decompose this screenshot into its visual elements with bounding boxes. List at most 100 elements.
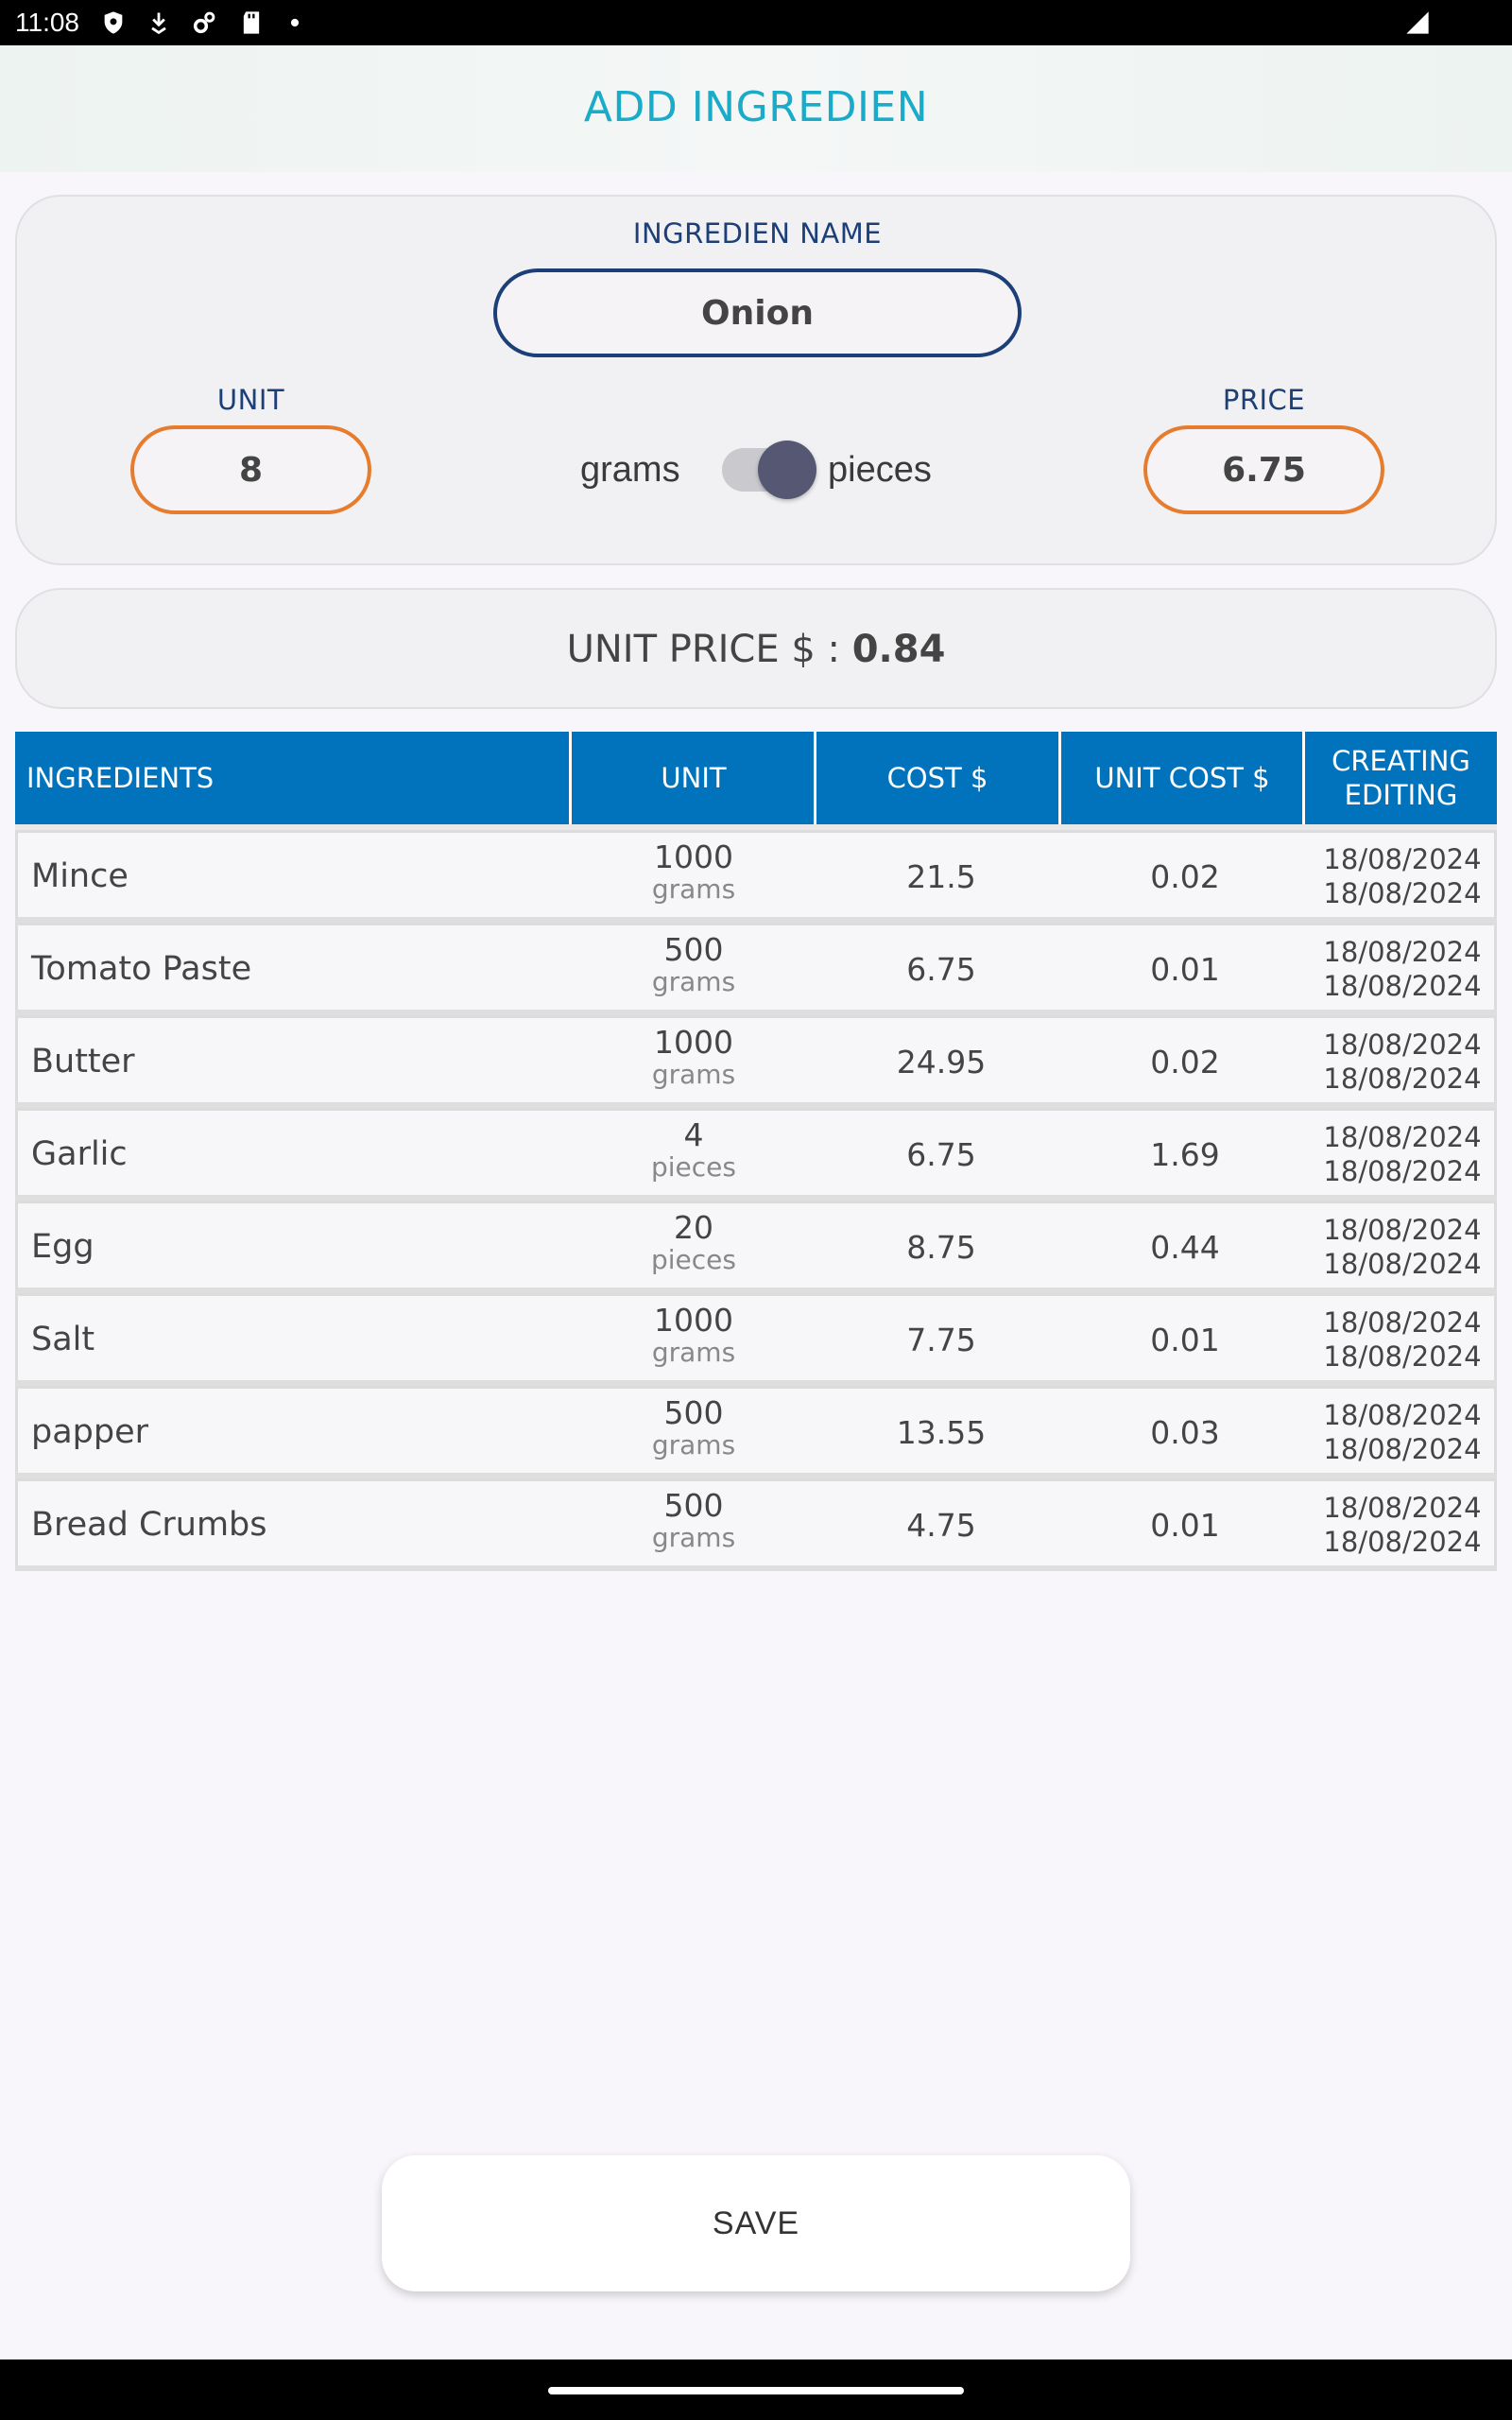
unit-price-display: UNIT PRICE $ : 0.84 xyxy=(17,628,1495,671)
column-header-ingredients: INGREDIENTS xyxy=(26,762,215,794)
column-divider xyxy=(569,732,572,824)
edited-date: 18/08/2024 xyxy=(1323,877,1482,909)
unit-quantity: 1000 xyxy=(654,838,733,875)
table-row[interactable]: Egg 20 pieces 8.75 0.44 18/08/2024 18/08/2024 xyxy=(15,1201,1497,1288)
cost-cell: 24.95 xyxy=(896,1043,987,1080)
unit-cost-cell: 0.01 xyxy=(1150,1506,1220,1544)
row-divider xyxy=(15,1010,1497,1015)
unit-price-value: 0.84 xyxy=(851,628,946,671)
save-button[interactable]: SAVE xyxy=(382,2155,1130,2291)
row-divider xyxy=(15,1565,1497,1571)
table-row[interactable]: Salt 1000 grams 7.75 0.01 18/08/2024 18/08/202… xyxy=(15,1293,1497,1380)
ingredient-name-cell: Garlic xyxy=(31,1135,128,1173)
column-header-editing: EDITING xyxy=(1344,779,1458,811)
column-header-cost: COST $ xyxy=(886,762,988,794)
unit-cell: 500 grams xyxy=(571,1489,816,1553)
dates-cell: 18/08/2024 18/08/2024 xyxy=(1314,1398,1490,1466)
unit-cell: 20 pieces xyxy=(571,1211,816,1275)
dot-icon xyxy=(282,9,308,36)
edited-date: 18/08/2024 xyxy=(1323,1063,1482,1095)
unit-price-card: UNIT PRICE $ : 0.84 xyxy=(15,588,1497,709)
table-row[interactable]: papper 500 grams 13.55 0.03 18/08/2024 18/08/2… xyxy=(15,1386,1497,1473)
unit-measure: grams xyxy=(651,1429,736,1461)
table-row[interactable]: Garlic 4 pieces 6.75 1.69 18/08/2024 18/08/202… xyxy=(15,1108,1497,1195)
unit-quantity: 20 xyxy=(674,1209,713,1246)
table-row[interactable]: Mince 1000 grams 21.5 0.02 18/08/2024 18/08/20… xyxy=(15,830,1497,917)
unit-quantity: 500 xyxy=(663,931,724,968)
app-header: ADD INGREDIEN xyxy=(0,45,1512,172)
unit-cost-cell: 0.02 xyxy=(1150,1043,1220,1080)
signal-icon xyxy=(1404,9,1431,36)
unit-cost-cell: 1.69 xyxy=(1150,1135,1220,1173)
unit-quantity: 1000 xyxy=(654,1302,733,1339)
table-row[interactable]: Bread Crumbs 500 grams 4.75 0.01 18/08/2024 18… xyxy=(15,1478,1497,1565)
download-icon xyxy=(146,9,172,36)
edited-date: 18/08/2024 xyxy=(1323,1155,1482,1187)
created-date: 18/08/2024 xyxy=(1323,843,1482,875)
home-gesture-handle[interactable] xyxy=(548,2387,964,2394)
column-header-dates: CREATING EDITING xyxy=(1305,732,1497,824)
unit-cost-cell: 0.02 xyxy=(1150,857,1220,895)
created-date: 18/08/2024 xyxy=(1323,1399,1482,1431)
unit-cell: 1000 grams xyxy=(571,1304,816,1368)
ingredient-name-input[interactable] xyxy=(493,268,1022,357)
price-input[interactable] xyxy=(1143,425,1384,514)
unit-cell: 1000 grams xyxy=(571,1026,816,1090)
cost-cell: 4.75 xyxy=(906,1506,976,1544)
unit-quantity: 4 xyxy=(683,1116,704,1153)
unit-cell: 500 grams xyxy=(571,1396,816,1461)
toggle-pieces-label: pieces xyxy=(828,450,932,490)
table-row[interactable]: Butter 1000 grams 24.95 0.02 18/08/2024 18/08/… xyxy=(15,1015,1497,1102)
unit-cost-cell: 0.03 xyxy=(1150,1413,1220,1451)
dates-cell: 18/08/2024 18/08/2024 xyxy=(1314,1028,1490,1096)
unit-input[interactable] xyxy=(130,425,371,514)
sd-card-icon xyxy=(238,9,265,36)
edited-date: 18/08/2024 xyxy=(1323,1248,1482,1280)
toggle-thumb[interactable] xyxy=(758,441,816,499)
edited-date: 18/08/2024 xyxy=(1323,1340,1482,1373)
edited-date: 18/08/2024 xyxy=(1323,970,1482,1002)
column-divider xyxy=(1058,732,1061,824)
row-divider xyxy=(15,1288,1497,1293)
unit-cell: 1000 grams xyxy=(571,840,816,905)
column-header-creating: CREATING xyxy=(1332,745,1470,777)
dates-cell: 18/08/2024 18/08/2024 xyxy=(1314,1305,1490,1374)
created-date: 18/08/2024 xyxy=(1323,1121,1482,1153)
toggle-grams-label: grams xyxy=(580,450,680,490)
ingredient-name-cell: Bread Crumbs xyxy=(31,1506,267,1544)
price-label: PRICE xyxy=(1222,384,1306,416)
column-divider xyxy=(814,732,816,824)
cost-cell: 8.75 xyxy=(906,1228,976,1266)
unit-cell: 4 pieces xyxy=(571,1118,816,1183)
unit-measure: grams xyxy=(651,1522,736,1553)
unit-cost-cell: 0.01 xyxy=(1150,1321,1220,1358)
page-title: ADD INGREDIEN xyxy=(583,83,929,131)
column-header-unit-cost: UNIT COST $ xyxy=(1094,762,1270,794)
dates-cell: 18/08/2024 18/08/2024 xyxy=(1314,1213,1490,1281)
unit-measure: grams xyxy=(651,873,736,905)
unit-measure: grams xyxy=(651,1059,736,1090)
status-time: 11:08 xyxy=(15,8,79,37)
shield-icon xyxy=(100,9,127,36)
row-divider xyxy=(15,1473,1497,1478)
ingredient-name-cell: Butter xyxy=(31,1043,135,1080)
cost-cell: 7.75 xyxy=(906,1321,976,1358)
dates-cell: 18/08/2024 18/08/2024 xyxy=(1314,1491,1490,1559)
unit-quantity: 500 xyxy=(663,1394,724,1431)
unit-quantity: 1000 xyxy=(654,1024,733,1061)
table-row[interactable]: Tomato Paste 500 grams 6.75 0.01 18/08/2024 18… xyxy=(15,923,1497,1010)
cost-cell: 13.55 xyxy=(896,1413,987,1451)
dates-cell: 18/08/2024 18/08/2024 xyxy=(1314,1120,1490,1188)
unit-measure: grams xyxy=(651,1337,736,1368)
cost-cell: 6.75 xyxy=(906,1135,976,1173)
unit-quantity: 500 xyxy=(663,1487,724,1524)
column-divider xyxy=(1302,732,1305,824)
unit-measure: grams xyxy=(651,966,736,997)
header-divider xyxy=(15,824,1497,830)
ingredient-name-cell: Tomato Paste xyxy=(31,950,252,988)
dates-cell: 18/08/2024 18/08/2024 xyxy=(1314,935,1490,1003)
cost-cell: 6.75 xyxy=(906,950,976,988)
edited-date: 18/08/2024 xyxy=(1323,1433,1482,1465)
row-divider xyxy=(15,917,1497,923)
settings-icon xyxy=(191,9,217,36)
